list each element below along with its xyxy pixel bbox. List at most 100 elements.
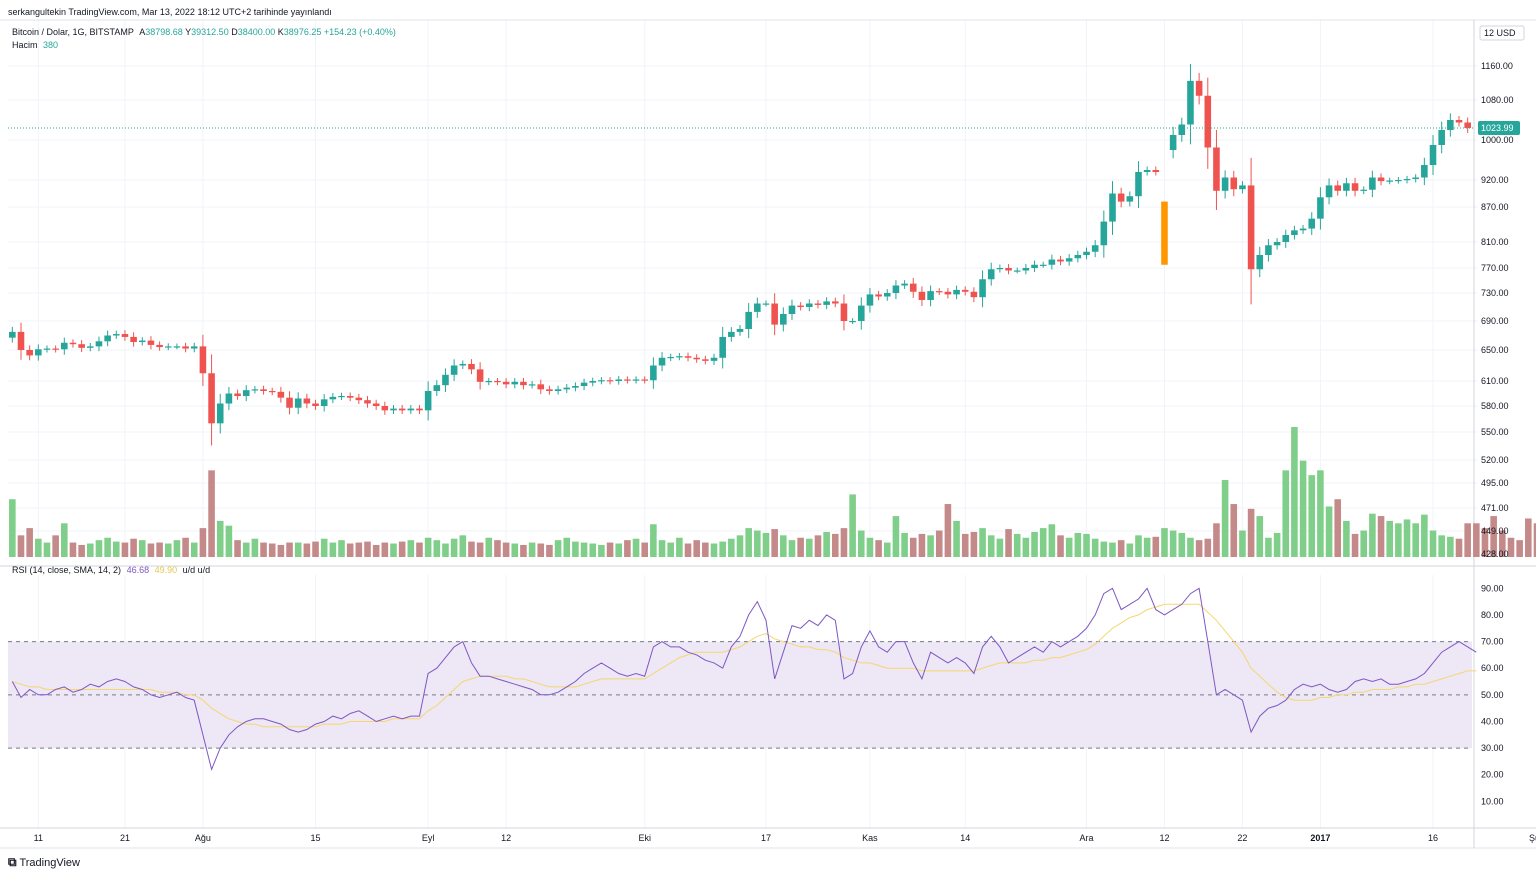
ohlc-low: 38400.00 <box>237 27 276 37</box>
candle-body <box>684 356 692 358</box>
price-tick-label: 650.00 <box>1481 345 1509 355</box>
rsi-label[interactable]: RSI (14, close, SMA, 14, 2) <box>12 565 122 575</box>
rsi-tick-label: 90.00 <box>1481 583 1504 593</box>
last-price-label: 1023.99 <box>1481 123 1514 133</box>
candle-body <box>450 365 458 375</box>
last-price-tag <box>1478 121 1520 135</box>
symbol-line[interactable]: Bitcoin / Dolar, 1G, BITSTAMP <box>12 27 134 37</box>
volume-bar <box>901 532 908 557</box>
volume-bar <box>979 528 986 557</box>
candle-body <box>1126 196 1134 202</box>
candle-body <box>260 389 267 391</box>
candle-body <box>78 344 85 348</box>
candle-body <box>615 379 623 381</box>
candle-body <box>511 381 519 385</box>
volume-bar <box>693 540 700 557</box>
volume-bar <box>745 528 752 557</box>
volume-bar <box>606 542 614 557</box>
volume-bar <box>121 542 129 557</box>
price-tick-label: 870.00 <box>1481 202 1509 212</box>
volume-bar <box>1507 537 1515 557</box>
candle-body <box>156 344 163 348</box>
candle-body <box>182 346 189 349</box>
candle-body <box>1022 268 1030 271</box>
candle-body <box>1377 177 1385 182</box>
candle-body <box>1386 180 1393 182</box>
volume-bar <box>433 540 441 557</box>
volume-bar <box>598 544 605 557</box>
rsi-tick-label: 20.00 <box>1481 770 1504 780</box>
candle-body <box>1195 80 1203 96</box>
volume-bar <box>892 516 900 557</box>
candle-body <box>1005 268 1012 271</box>
price-tick-label: 1080.00 <box>1481 95 1514 105</box>
volume-label[interactable]: Hacim <box>12 40 38 50</box>
volume-bar <box>944 504 952 557</box>
time-tick-label: 2017 <box>1310 833 1330 843</box>
candle-body <box>407 408 415 411</box>
candle-body <box>346 396 354 398</box>
candle-body <box>806 303 813 307</box>
candle-body <box>1291 230 1298 235</box>
volume-bar <box>1369 513 1376 557</box>
volume-bar <box>1334 499 1342 557</box>
candles <box>9 64 1471 446</box>
ohlc-high: 39312.50 <box>191 27 229 37</box>
candle-body <box>61 342 68 350</box>
volume-bar <box>1481 528 1489 557</box>
volume-bar <box>927 535 934 557</box>
price-tick-label: 1160.00 <box>1481 61 1513 71</box>
volume-bar <box>1169 530 1177 557</box>
candle-body <box>1230 177 1238 190</box>
candle-body <box>9 331 16 338</box>
candle-body <box>849 321 856 323</box>
volume-bar <box>840 528 848 557</box>
candle-body <box>216 403 224 424</box>
volume-bar <box>806 538 813 557</box>
candle-body <box>1169 135 1177 150</box>
volume-header: Hacim 380 <box>12 40 58 50</box>
volume-bar <box>52 535 59 557</box>
candle-body <box>1256 255 1264 270</box>
rsi-tick-label: 60.00 <box>1481 663 1504 673</box>
ohlc-open: 38798.68 <box>145 27 183 37</box>
volume-bar <box>1525 518 1532 557</box>
candle-body <box>251 389 259 391</box>
volume-value: 380 <box>43 40 59 50</box>
volume-bar <box>303 543 311 557</box>
tradingview-logo[interactable]: ⧉ TradingView <box>8 855 80 870</box>
candle-body <box>1048 259 1056 265</box>
candle-body <box>1178 124 1186 135</box>
volume-bar <box>987 535 995 557</box>
volume-bar <box>355 542 363 557</box>
volume-bar <box>1421 514 1428 557</box>
candle-body <box>1083 251 1090 255</box>
volume-bar <box>771 529 778 557</box>
candle-body <box>1091 245 1099 252</box>
candle-body <box>1221 177 1229 191</box>
volume-bar <box>710 543 718 557</box>
candle-body <box>1031 264 1038 268</box>
time-tick-label: 15 <box>311 833 321 843</box>
volume-bar <box>1143 537 1151 557</box>
volume-bar <box>546 544 553 557</box>
volume-bar <box>1499 530 1506 557</box>
candle-body <box>164 346 172 348</box>
candle-body <box>199 346 207 374</box>
candle-body <box>35 349 42 356</box>
candle-body <box>771 303 778 325</box>
volume-bar <box>615 543 623 557</box>
volume-bar <box>537 543 545 557</box>
candle-body <box>1204 95 1212 148</box>
volume-bar <box>130 538 137 557</box>
volume-bar <box>572 541 579 557</box>
candle-body <box>424 391 432 411</box>
candle-body <box>875 294 882 297</box>
candle-body <box>650 365 657 381</box>
candle-body <box>338 396 345 398</box>
volume-bar <box>736 535 744 557</box>
candle-body <box>312 403 319 406</box>
candle-body <box>1109 193 1116 222</box>
publish-line: serkangultekin TradingView.com, Mar 13, … <box>8 7 332 17</box>
